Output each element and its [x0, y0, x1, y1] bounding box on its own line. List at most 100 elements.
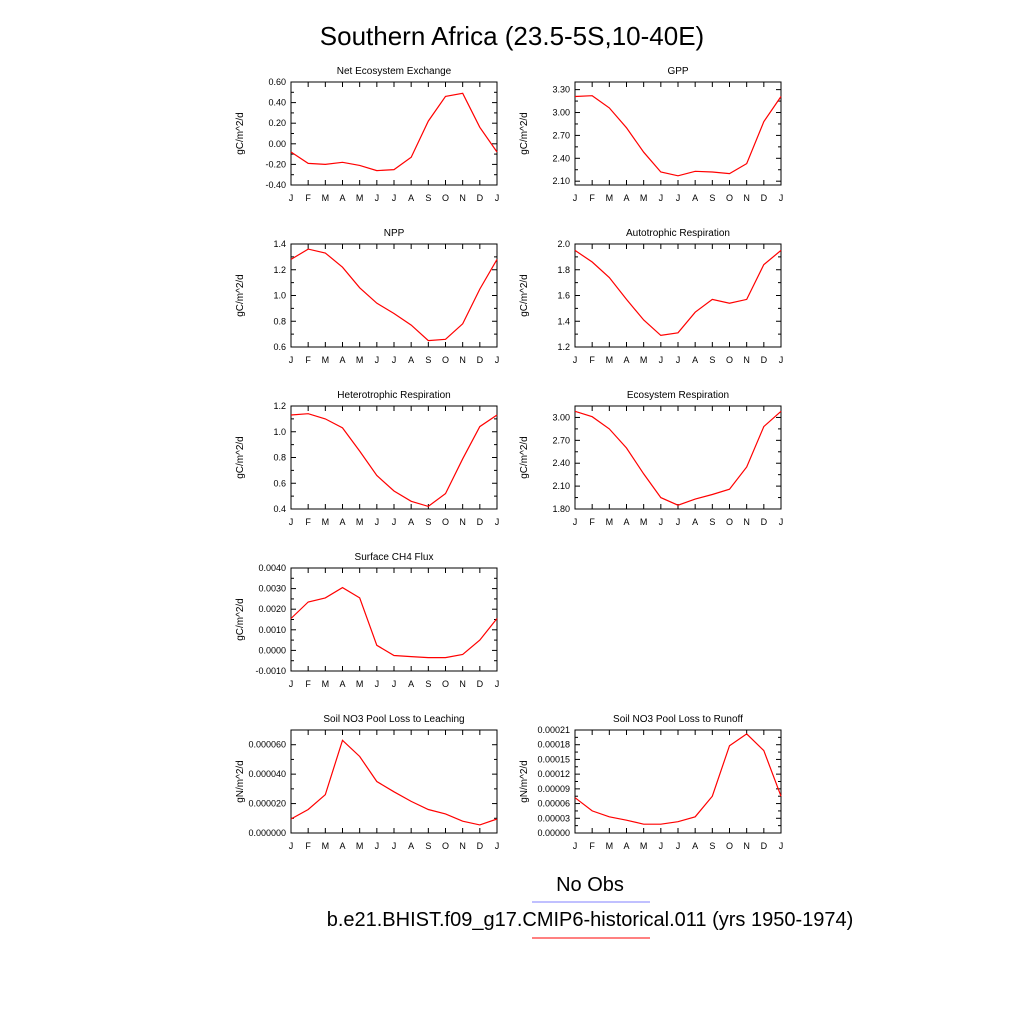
y-tick-label: 0.0000 [258, 645, 286, 655]
x-tick-label: A [339, 355, 345, 365]
series-line [574, 733, 782, 825]
series-line [574, 95, 782, 177]
x-tick-label: S [425, 355, 431, 365]
y-tick-label: 3.30 [552, 85, 570, 95]
y-axis-label: gC/m^2/d [235, 598, 246, 641]
y-tick-label: 2.70 [552, 435, 570, 445]
plot-frame [574, 243, 782, 348]
y-tick-label: 1.0 [273, 291, 286, 301]
x-tick-label: M [356, 193, 364, 203]
x-tick-label: O [726, 841, 733, 851]
x-tick-label: S [425, 193, 431, 203]
x-tick-label: N [459, 193, 466, 203]
y-tick-label: 3.00 [552, 412, 570, 422]
x-tick-label: S [709, 355, 715, 365]
series-line [290, 92, 498, 172]
x-tick-label: J [495, 517, 500, 527]
y-tick-label: 0.00012 [537, 769, 570, 779]
y-tick-label: 1.80 [552, 504, 570, 514]
y-tick-label: 0.60 [268, 77, 286, 87]
figure-title: Southern Africa (23.5-5S,10-40E) [320, 21, 704, 51]
plot-frame [290, 243, 498, 348]
x-tick-label: S [425, 841, 431, 851]
x-tick-label: J [573, 517, 578, 527]
x-tick-label: J [659, 517, 664, 527]
x-tick-label: O [726, 193, 733, 203]
x-tick-label: J [676, 517, 681, 527]
y-axis-label: gC/m^2/d [519, 112, 530, 155]
x-tick-label: D [761, 355, 768, 365]
x-tick-label: N [743, 193, 750, 203]
x-tick-label: A [408, 193, 414, 203]
panel-8: Soil NO3 Pool Loss to Leaching gN/m^2/d J F… [235, 714, 499, 851]
x-tick-label: J [495, 193, 500, 203]
y-tick-label: 0.000040 [248, 769, 286, 779]
x-tick-label: J [375, 355, 380, 365]
plot-frame [290, 729, 498, 834]
x-tick-label: J [495, 355, 500, 365]
y-axis-label: gC/m^2/d [235, 436, 246, 479]
panel-title: Heterotrophic Respiration [337, 390, 450, 401]
y-tick-label: 0.00015 [537, 754, 570, 764]
legend: No Obs b.e21.BHIST.f09_g17.CMIP6-histori… [327, 874, 854, 939]
x-tick-label: A [408, 355, 414, 365]
x-tick-label: M [322, 517, 330, 527]
x-tick-label: M [322, 841, 330, 851]
x-tick-label: J [779, 355, 784, 365]
x-tick-label: J [392, 355, 397, 365]
y-tick-label: 0.00003 [537, 813, 570, 823]
x-tick-label: S [709, 193, 715, 203]
x-tick-label: A [692, 355, 698, 365]
y-axis-label: gC/m^2/d [235, 112, 246, 155]
x-tick-label: J [375, 679, 380, 689]
panel-title: Surface CH4 Flux [355, 552, 434, 563]
panel-title: NPP [384, 228, 405, 239]
y-tick-label: 0.000000 [248, 828, 286, 838]
x-tick-label: N [459, 841, 466, 851]
x-tick-label: J [573, 193, 578, 203]
x-tick-label: M [356, 841, 364, 851]
x-tick-label: J [392, 193, 397, 203]
x-tick-label: J [392, 679, 397, 689]
y-tick-label: 0.00000 [537, 828, 570, 838]
x-tick-label: F [589, 355, 595, 365]
x-tick-label: A [408, 841, 414, 851]
y-tick-label: 2.10 [552, 481, 570, 491]
x-tick-label: J [659, 355, 664, 365]
y-tick-label: 0.8 [273, 316, 286, 326]
panel-title: Ecosystem Respiration [627, 390, 729, 401]
series-line [290, 413, 498, 508]
x-tick-label: N [459, 517, 466, 527]
x-tick-label: F [305, 517, 311, 527]
y-tick-label: 1.6 [557, 291, 570, 301]
x-tick-label: F [305, 679, 311, 689]
series-line [290, 739, 498, 826]
x-tick-label: M [606, 517, 614, 527]
legend-label-model: b.e21.BHIST.f09_g17.CMIP6-historical.011… [327, 909, 854, 931]
x-tick-label: F [589, 193, 595, 203]
y-tick-label: 1.2 [557, 342, 570, 352]
x-tick-label: S [709, 517, 715, 527]
x-tick-label: A [339, 679, 345, 689]
y-tick-label: 0.0020 [258, 604, 286, 614]
x-tick-label: D [761, 841, 768, 851]
plot-frame [574, 81, 782, 186]
y-tick-label: 0.0030 [258, 584, 286, 594]
y-tick-label: -0.20 [265, 159, 286, 169]
y-tick-label: 3.00 [552, 108, 570, 118]
x-tick-label: M [640, 517, 648, 527]
x-tick-label: D [477, 193, 484, 203]
x-tick-label: J [779, 193, 784, 203]
x-tick-label: M [606, 841, 614, 851]
y-tick-label: 2.70 [552, 130, 570, 140]
y-tick-label: 1.4 [273, 239, 286, 249]
x-tick-label: M [606, 193, 614, 203]
y-tick-label: 1.2 [273, 401, 286, 411]
panel-title: Autotrophic Respiration [626, 228, 730, 239]
y-tick-label: -0.0010 [255, 666, 286, 676]
